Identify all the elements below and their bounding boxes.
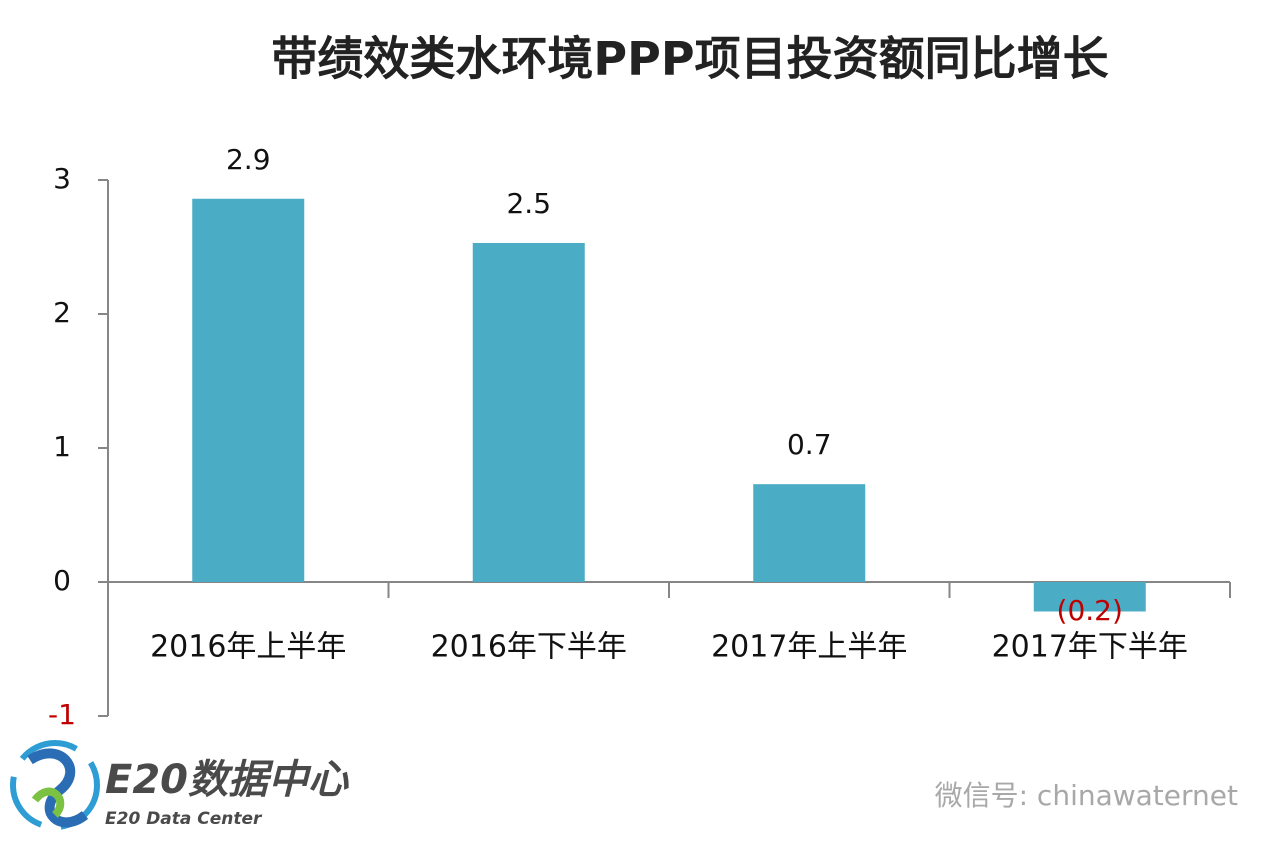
bar xyxy=(753,484,866,582)
watermark: 微信号: chinawaternet xyxy=(935,779,1238,812)
bar xyxy=(192,198,305,582)
y-tick-label: 3 xyxy=(53,162,71,195)
logo-ring xyxy=(10,740,100,830)
value-label: 2.9 xyxy=(226,143,271,176)
x-tick-label: 2016年下半年 xyxy=(431,630,627,665)
y-tick-label: -1 xyxy=(48,698,76,731)
chart-title: 带绩效类水环境PPP项目投资额同比增长 xyxy=(271,32,1108,86)
logo-name: E20数据中心 xyxy=(105,757,349,803)
logo-swirl xyxy=(31,787,65,818)
value-label: (0.2) xyxy=(1057,594,1123,627)
logo-swirl xyxy=(27,748,89,828)
logo-subtitle: E20 Data Center xyxy=(105,809,263,829)
y-tick-label: 0 xyxy=(53,564,71,597)
y-tick-label: 1 xyxy=(53,430,71,463)
logo: E20数据中心 E20 Data Center xyxy=(10,740,349,830)
y-tick-label: 2 xyxy=(53,296,71,329)
value-label: 2.5 xyxy=(506,187,551,220)
x-tick-label: 2016年上半年 xyxy=(150,630,346,665)
value-label: 0.7 xyxy=(787,428,832,461)
x-tick-label: 2017年下半年 xyxy=(992,630,1188,665)
bar xyxy=(1033,582,1146,612)
bar xyxy=(472,242,585,583)
x-tick-label: 2017年上半年 xyxy=(711,630,907,665)
